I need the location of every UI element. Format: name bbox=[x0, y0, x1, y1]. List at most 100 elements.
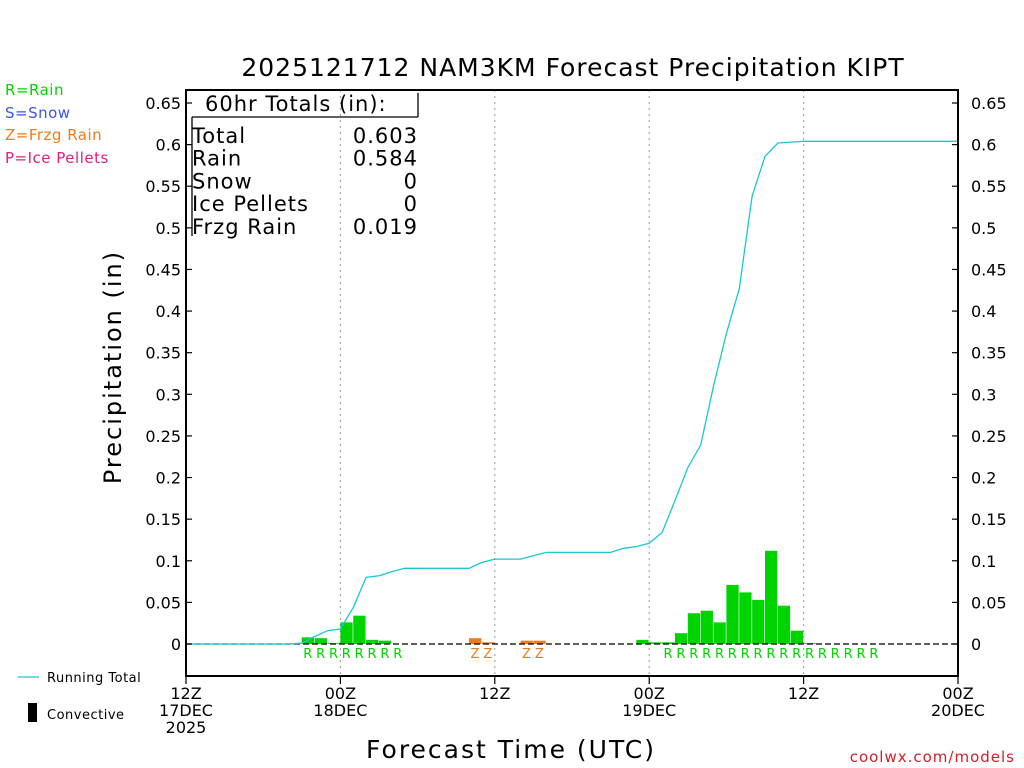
y-tick-label-right: 0.05 bbox=[971, 593, 1007, 612]
rain-bar-11 bbox=[314, 638, 327, 644]
legend-rain: R=Rain bbox=[5, 81, 64, 99]
rain-bar-44 bbox=[739, 592, 752, 644]
ptype-label-r: R bbox=[393, 647, 403, 662]
frzg-rain-bar-23 bbox=[469, 638, 482, 644]
x-tick-label: 18DEC bbox=[313, 701, 367, 720]
chart-title: 2025121712 NAM3KM Forecast Precipitation… bbox=[241, 53, 904, 82]
totals-row-value: 0 bbox=[404, 169, 418, 193]
ptype-label-r: R bbox=[831, 647, 841, 662]
ptype-label-r: R bbox=[715, 647, 725, 662]
y-tick-label-right: 0.45 bbox=[971, 260, 1007, 279]
y-tick-label-left: 0.3 bbox=[156, 385, 181, 404]
rain-bar-46 bbox=[765, 550, 778, 644]
y-tick-label-left: 0.5 bbox=[156, 219, 181, 238]
rain-bar-16 bbox=[379, 640, 392, 644]
y-tick-label-left: 0.45 bbox=[145, 260, 181, 279]
y-tick-label-right: 0.15 bbox=[971, 510, 1007, 529]
rain-bar-45 bbox=[752, 599, 765, 644]
x-tick-label: 12Z bbox=[788, 684, 819, 703]
ptype-label-r: R bbox=[844, 647, 854, 662]
y-axis-ticks: 0 00.05 0.050.1 0.10.15 0.150.2 0.20.25 0.250.… bbox=[145, 94, 1006, 654]
convective-legend-label: Convective bbox=[47, 708, 125, 723]
ptype-label-z: Z bbox=[535, 647, 545, 662]
y-tick-label-right: 0.1 bbox=[971, 552, 996, 571]
y-tick-label-left: 0 bbox=[171, 635, 181, 654]
y-tick-label-left: 0.4 bbox=[156, 302, 181, 321]
y-tick-label-right: 0.55 bbox=[971, 177, 1007, 196]
y-tick-label-right: 0.2 bbox=[971, 469, 996, 488]
y-tick-label-left: 0.1 bbox=[156, 552, 181, 571]
plot-frame bbox=[185, 89, 959, 677]
frzg-rain-bar-28 bbox=[533, 640, 546, 644]
ptype-label-r: R bbox=[689, 647, 699, 662]
ptype-label-r: R bbox=[702, 647, 712, 662]
ptype-label-z: Z bbox=[522, 647, 532, 662]
totals-row-label: Rain bbox=[192, 147, 242, 171]
x-tick-label: 00Z bbox=[942, 684, 973, 703]
x-tick-label: 2025 bbox=[166, 718, 207, 737]
x-axis-label: Forecast Time (UTC) bbox=[366, 735, 656, 764]
ptype-label-r: R bbox=[355, 647, 365, 662]
y-tick-label-left: 0.35 bbox=[145, 344, 181, 363]
y-tick-label-right: 0.65 bbox=[971, 94, 1007, 113]
ptype-label-z: Z bbox=[483, 647, 493, 662]
y-tick-label-right: 0.6 bbox=[971, 136, 996, 155]
y-tick-label-right: 0.4 bbox=[971, 302, 996, 321]
running-total-legend-label: Running Total bbox=[47, 671, 141, 686]
x-tick-label: 17DEC bbox=[159, 701, 213, 720]
ptype-label-r: R bbox=[342, 647, 352, 662]
x-tick-label: 12Z bbox=[170, 684, 201, 703]
ptype-label-z: Z bbox=[471, 647, 481, 662]
rain-bar-48 bbox=[790, 630, 803, 644]
ptype-label-r: R bbox=[368, 647, 378, 662]
y-tick-label-left: 0.2 bbox=[156, 469, 181, 488]
ptype-label-r: R bbox=[779, 647, 789, 662]
rain-bar-38 bbox=[662, 642, 675, 644]
totals-header: 60hr Totals (in): bbox=[205, 92, 387, 116]
frzg-rain-bar-24 bbox=[481, 642, 495, 644]
x-tick-label: 12Z bbox=[479, 684, 510, 703]
ptype-label-r: R bbox=[792, 647, 802, 662]
y-tick-label-left: 0.65 bbox=[145, 94, 181, 113]
y-tick-label-right: 0.3 bbox=[971, 385, 996, 404]
y-tick-label-right: 0.35 bbox=[971, 344, 1007, 363]
totals-box: 60hr Totals (in): Total 0.603 Rain 0.584 Sno… bbox=[191, 92, 419, 239]
bar-series bbox=[301, 550, 816, 644]
legend-frzg-rain: Z=Frzg Rain bbox=[5, 126, 103, 144]
ptype-label-r: R bbox=[663, 647, 673, 662]
ptype-label-r: R bbox=[316, 647, 326, 662]
totals-row-label: Frzg Rain bbox=[192, 215, 297, 239]
ptype-label-r: R bbox=[728, 647, 738, 662]
ptype-label-r: R bbox=[766, 647, 776, 662]
rain-bar-37 bbox=[649, 642, 662, 644]
legend-ice-pellets: P=Ice Pellets bbox=[5, 149, 109, 167]
y-tick-label-right: 0 bbox=[971, 635, 981, 654]
ptype-label-r: R bbox=[303, 647, 313, 662]
rain-bar-13 bbox=[340, 622, 353, 644]
totals-row-value: 0 bbox=[404, 192, 418, 216]
y-tick-label-right: 0.5 bbox=[971, 219, 996, 238]
rain-bar-41 bbox=[700, 610, 713, 644]
watermark: coolwx.com/models bbox=[850, 748, 1015, 766]
y-tick-label-right: 0.25 bbox=[971, 427, 1007, 446]
totals-row-value: 0.603 bbox=[353, 124, 418, 148]
y-tick-label-left: 0.6 bbox=[156, 136, 181, 155]
rain-bar-36 bbox=[636, 639, 649, 644]
x-tick-label: 00Z bbox=[325, 684, 356, 703]
gridlines bbox=[339, 90, 805, 676]
frzg-rain-bar-27 bbox=[520, 640, 533, 644]
rain-bar-42 bbox=[713, 622, 726, 644]
ptype-label-r: R bbox=[869, 647, 879, 662]
rain-bar-47 bbox=[777, 605, 791, 644]
x-tick-label: 20DEC bbox=[931, 701, 985, 720]
y-tick-label-left: 0.25 bbox=[145, 427, 181, 446]
rain-bar-39 bbox=[674, 633, 688, 644]
y-axis-label: Precipitation (in) bbox=[99, 250, 127, 484]
totals-row-label: Snow bbox=[192, 169, 253, 193]
x-tick-label: 19DEC bbox=[622, 701, 676, 720]
rain-bar-43 bbox=[726, 584, 739, 644]
x-tick-label: 00Z bbox=[634, 684, 665, 703]
y-tick-label-left: 0.15 bbox=[145, 510, 181, 529]
